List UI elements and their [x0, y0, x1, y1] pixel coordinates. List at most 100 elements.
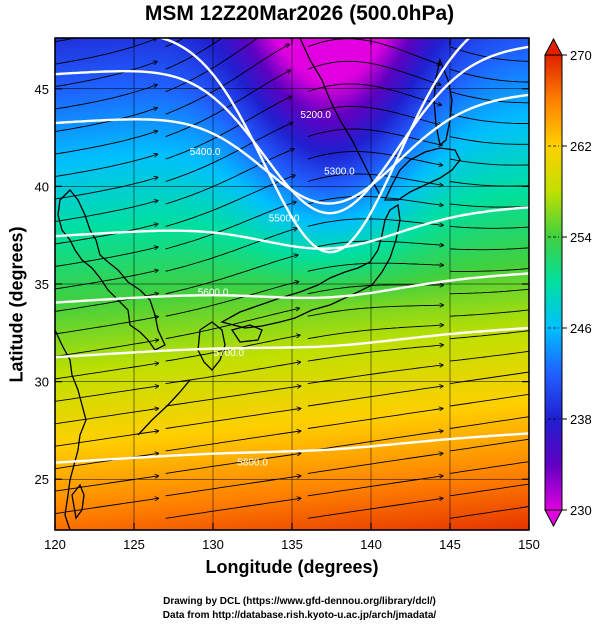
streamline: [165, 282, 299, 317]
streamline: [55, 476, 158, 492]
streamline: [165, 202, 296, 250]
streamline: [449, 247, 529, 251]
streamline: [307, 218, 443, 227]
contour-label: 5500.0: [269, 214, 300, 225]
height-contour: [55, 206, 529, 250]
x-tick-label: 150: [518, 537, 540, 552]
height-contour-labels: 5200.0 5300.0 5400.0 5500.0 5600.0 5700.0 5800…: [190, 110, 355, 469]
streamline: [449, 68, 529, 83]
streamline: [449, 225, 529, 229]
streamline: [307, 431, 443, 452]
streamline: [55, 317, 157, 335]
streamline: [307, 128, 442, 145]
streamline: [449, 46, 529, 62]
x-tick-label: 120: [44, 537, 66, 552]
x-tick-label: 125: [123, 537, 145, 552]
streamline: [307, 345, 443, 362]
x-tick-label: 135: [281, 537, 303, 552]
height-contour: [55, 432, 529, 464]
streamline: [55, 409, 158, 425]
streamline: [449, 438, 529, 452]
contour-label: 5600.0: [198, 288, 229, 299]
x-axis-label: Longitude (degrees): [205, 557, 379, 577]
streamline: [55, 270, 157, 290]
streamline: [55, 224, 157, 245]
streamline: [55, 386, 158, 402]
colorbar: 230 238 246 254 262 270: [544, 37, 592, 528]
coastline-ryukyu: [137, 379, 191, 436]
height-contour: [55, 93, 529, 205]
streamline: [307, 305, 443, 317]
streamline: [449, 350, 529, 362]
streamline: [307, 38, 440, 65]
streamline: [165, 97, 292, 160]
streamline: [165, 123, 293, 182]
page-title: MSM 12Z20Mar2026 (500.0hPa): [144, 2, 455, 25]
colorbar-max-triangle: [544, 37, 563, 56]
streamline: [307, 325, 443, 340]
colorbar-min-triangle: [544, 509, 563, 528]
streamline: [165, 498, 301, 519]
colorbar-tick-label: 254: [570, 230, 592, 245]
coastline-hokkaido: [383, 147, 461, 201]
streamline: [165, 386, 301, 407]
streamline: [307, 262, 443, 272]
streamline: [307, 386, 443, 407]
streamline: [449, 483, 529, 497]
contour-label: 5800.0: [237, 458, 268, 469]
streamline: [449, 113, 529, 124]
streamline: [449, 393, 529, 407]
coastline-shikoku: [230, 324, 263, 343]
y-tick-label: 35: [35, 277, 49, 292]
streamline: [165, 71, 290, 138]
streamline: [307, 476, 443, 497]
streamline: [55, 363, 158, 380]
streamline: [449, 309, 529, 317]
streamline: [165, 38, 223, 70]
streamline: [449, 461, 529, 474]
streamline: [449, 371, 529, 385]
streamline: [55, 498, 158, 515]
streamline: [165, 255, 298, 295]
streamline: [55, 108, 156, 133]
streamline: [449, 158, 529, 166]
height-contour: [55, 326, 529, 359]
streamline: [307, 151, 442, 166]
streamline: [165, 431, 301, 452]
contour-label: 5300.0: [324, 167, 355, 178]
streamline: [449, 416, 529, 429]
streamline: [165, 362, 300, 385]
streamline: [449, 136, 529, 145]
streamline: [165, 308, 299, 340]
colorbar-tick-label: 246: [570, 321, 592, 336]
streamline: [449, 181, 529, 187]
x-tick-label: 130: [202, 537, 224, 552]
y-tick-label: 30: [35, 375, 49, 390]
coastline-china-east: [55, 329, 87, 530]
streamline: [307, 453, 443, 474]
contour-label: 5400.0: [190, 147, 221, 158]
y-axis-ticks: 25 30 35 40 45: [35, 82, 529, 487]
streamline: [307, 365, 443, 385]
coastline-kyushu: [197, 321, 226, 371]
y-tick-label: 40: [35, 179, 49, 194]
y-tick-label: 25: [35, 472, 49, 487]
streamline: [55, 178, 157, 200]
height-contour: [55, 272, 529, 304]
contour-label: 5700.0: [214, 348, 245, 359]
streamline: [55, 62, 156, 88]
footer-credit-line: Drawing by DCL (https://www.gfd-dennou.o…: [163, 596, 436, 607]
streamline: [55, 38, 156, 65]
streamline: [165, 453, 301, 474]
streamline: [307, 60, 441, 85]
streamline: [165, 409, 301, 429]
y-tick-label: 45: [35, 82, 49, 97]
colorbar-tick-label: 262: [570, 139, 592, 154]
contour-label: 5200.0: [300, 110, 331, 121]
streamline: [165, 476, 301, 497]
streamline: [55, 131, 157, 155]
coastline-taiwan: [71, 483, 85, 520]
coastline-honshu: [220, 203, 401, 329]
streamline: [307, 409, 443, 429]
